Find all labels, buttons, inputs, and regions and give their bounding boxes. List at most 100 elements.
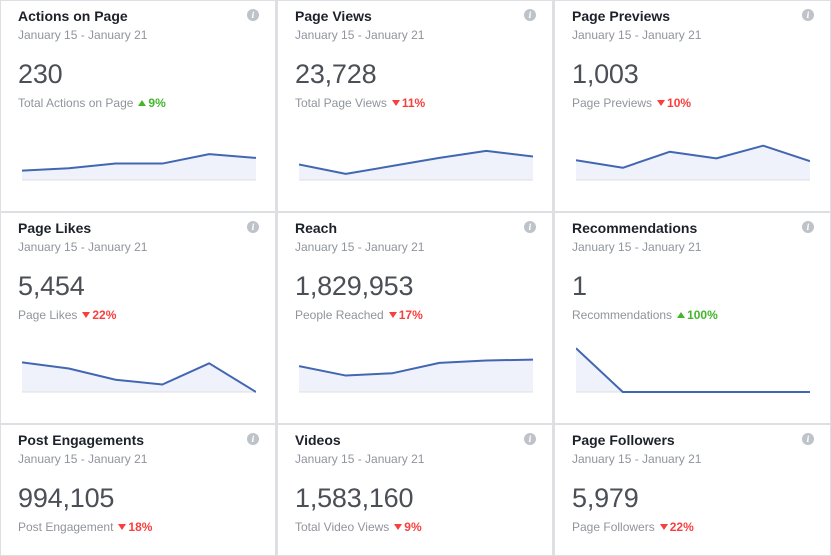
sparkline-line [22, 361, 256, 393]
card-title: Videos [295, 432, 341, 448]
trend-percent: 18% [128, 520, 153, 534]
card-sub-label: Post Engagement [18, 520, 114, 534]
trend-percent: 9% [148, 96, 166, 110]
card-title: Actions on Page [18, 8, 128, 24]
card-sub-label: Recommendations [572, 308, 673, 322]
card-value: 994,105 [18, 483, 115, 513]
card-page-followers[interactable]: Page Followers January 15 - January 21 i… [554, 424, 831, 556]
card-date-range: January 15 - January 21 [572, 28, 702, 42]
info-icon[interactable]: i [247, 221, 259, 233]
sparkline-chart [22, 361, 256, 393]
sparkline-chart [299, 149, 533, 181]
info-icon[interactable]: i [247, 9, 259, 21]
trend-badge: 9% [138, 96, 166, 110]
card-sub-label: Page Likes [18, 308, 78, 322]
card-date-range: January 15 - January 21 [295, 28, 425, 42]
card-value: 23,728 [295, 59, 377, 89]
trend-badge: 18% [118, 520, 152, 534]
triangle-down-icon [388, 312, 397, 318]
card-subtitle: Page Likes 22% [18, 308, 116, 322]
card-date-range: January 15 - January 21 [295, 452, 425, 466]
info-icon[interactable]: i [524, 221, 536, 233]
sparkline-area [22, 154, 256, 180]
card-date-range: January 15 - January 21 [18, 240, 148, 254]
card-subtitle: Total Actions on Page 9% [18, 96, 166, 110]
info-icon[interactable]: i [802, 221, 814, 233]
card-value: 1 [572, 271, 587, 301]
triangle-down-icon [82, 312, 91, 318]
info-icon[interactable]: i [524, 9, 536, 21]
sparkline-area [299, 359, 533, 392]
card-date-range: January 15 - January 21 [572, 452, 702, 466]
card-page-views[interactable]: Page Views January 15 - January 21 i 23,… [277, 0, 553, 212]
card-sub-label: Total Page Views [295, 96, 387, 110]
sparkline-area [299, 150, 533, 180]
trend-percent: 17% [398, 308, 423, 322]
card-subtitle: People Reached 17% [295, 308, 423, 322]
trend-badge: 9% [394, 520, 422, 534]
card-title: Page Followers [572, 432, 675, 448]
card-recommendations[interactable]: Recommendations January 15 - January 21 … [554, 212, 831, 424]
card-title: Recommendations [572, 220, 698, 236]
card-sub-label: Total Actions on Page [18, 96, 134, 110]
sparkline-area [22, 362, 256, 392]
card-date-range: January 15 - January 21 [572, 240, 702, 254]
trend-percent: 22% [669, 520, 694, 534]
trend-percent: 10% [667, 96, 692, 110]
card-value: 5,454 [18, 271, 85, 301]
info-icon[interactable]: i [802, 433, 814, 445]
triangle-down-icon [394, 524, 403, 530]
sparkline-area [576, 145, 810, 180]
card-subtitle: Page Previews 10% [572, 96, 691, 110]
card-videos[interactable]: Videos January 15 - January 21 i 1,583,1… [277, 424, 553, 556]
sparkline-line [299, 358, 533, 377]
card-value: 1,003 [572, 59, 639, 89]
card-subtitle: Page Followers 22% [572, 520, 694, 534]
sparkline-chart [299, 358, 533, 393]
card-page-likes[interactable]: Page Likes January 15 - January 21 i 5,4… [0, 212, 276, 424]
card-sub-label: People Reached [295, 308, 384, 322]
card-subtitle: Total Page Views 11% [295, 96, 425, 110]
info-icon[interactable]: i [802, 9, 814, 21]
card-value: 1,829,953 [295, 271, 414, 301]
info-icon[interactable]: i [247, 433, 259, 445]
trend-badge: 11% [391, 96, 425, 110]
card-date-range: January 15 - January 21 [295, 240, 425, 254]
trend-percent: 22% [92, 308, 117, 322]
card-value: 1,583,160 [295, 483, 414, 513]
card-subtitle: Post Engagement 18% [18, 520, 152, 534]
card-subtitle: Recommendations 100% [572, 308, 718, 322]
card-post-engagements[interactable]: Post Engagements January 15 - January 21… [0, 424, 276, 556]
triangle-down-icon [391, 100, 400, 106]
trend-badge: 10% [657, 96, 691, 110]
sparkline-chart [576, 347, 810, 393]
card-reach[interactable]: Reach January 15 - January 21 i 1,829,95… [277, 212, 553, 424]
sparkline-chart [576, 144, 810, 181]
card-title: Page Views [295, 8, 372, 24]
sparkline-area [576, 348, 810, 392]
card-date-range: January 15 - January 21 [18, 28, 148, 42]
sparkline-line [576, 144, 810, 169]
card-date-range: January 15 - January 21 [18, 452, 148, 466]
card-value: 5,979 [572, 483, 639, 513]
card-page-previews[interactable]: Page Previews January 15 - January 21 i … [554, 0, 831, 212]
trend-badge: 100% [677, 308, 718, 322]
triangle-up-icon [677, 312, 686, 318]
trend-percent: 100% [687, 308, 718, 322]
sparkline-line [22, 153, 256, 172]
card-sub-label: Total Video Views [295, 520, 390, 534]
info-icon[interactable]: i [524, 433, 536, 445]
trend-badge: 22% [659, 520, 694, 534]
card-actions-on-page[interactable]: Actions on Page January 15 - January 21 … [0, 0, 276, 212]
card-sub-label: Page Followers [572, 520, 655, 534]
trend-badge: 22% [82, 308, 116, 322]
card-title: Page Previews [572, 8, 671, 24]
trend-badge: 17% [388, 308, 423, 322]
card-title: Post Engagements [18, 432, 145, 448]
triangle-down-icon [118, 524, 127, 530]
card-value: 230 [18, 59, 63, 89]
sparkline-chart [22, 153, 256, 181]
trend-percent: 9% [404, 520, 422, 534]
card-title: Page Likes [18, 220, 92, 236]
